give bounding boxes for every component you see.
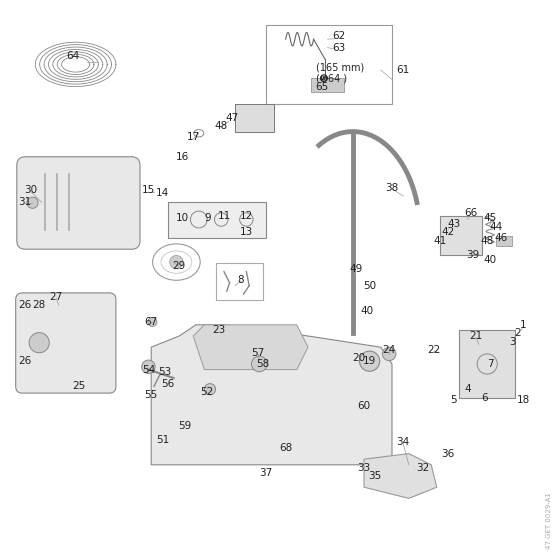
Text: 15: 15: [142, 185, 155, 195]
Text: 12: 12: [240, 211, 253, 221]
Circle shape: [142, 360, 155, 374]
Circle shape: [382, 347, 396, 361]
Text: 14: 14: [156, 188, 169, 198]
Polygon shape: [364, 454, 437, 498]
Text: 64: 64: [66, 51, 80, 61]
Text: 54: 54: [142, 365, 155, 375]
Text: 47 GET 0029-A1: 47 GET 0029-A1: [545, 492, 552, 549]
Text: 37: 37: [259, 468, 273, 478]
Bar: [440, 216, 482, 255]
Bar: [235, 104, 274, 132]
Text: 34: 34: [396, 437, 410, 447]
Text: 26: 26: [18, 300, 32, 310]
Text: 50: 50: [363, 281, 376, 291]
Text: 30: 30: [24, 185, 38, 195]
Text: 59: 59: [178, 421, 192, 431]
Text: 36: 36: [441, 449, 455, 459]
Text: 65: 65: [315, 82, 329, 92]
Text: 45: 45: [483, 213, 497, 223]
Text: 51: 51: [156, 435, 169, 445]
Text: 8: 8: [237, 275, 244, 285]
Text: 38: 38: [385, 183, 399, 193]
Circle shape: [170, 255, 183, 269]
Text: 9: 9: [204, 213, 211, 223]
Bar: [496, 236, 512, 246]
Text: 35: 35: [368, 471, 382, 481]
Text: 60: 60: [357, 401, 371, 411]
Text: 19: 19: [363, 356, 376, 366]
FancyBboxPatch shape: [17, 157, 140, 249]
Bar: [168, 202, 266, 238]
Text: 33: 33: [357, 463, 371, 473]
Text: 1: 1: [520, 320, 527, 330]
Text: 48: 48: [214, 121, 228, 131]
Text: 22: 22: [427, 345, 441, 355]
Circle shape: [148, 318, 157, 326]
Text: 10: 10: [175, 213, 189, 223]
Text: 67: 67: [144, 317, 158, 327]
Text: 16: 16: [175, 152, 189, 162]
Circle shape: [204, 384, 216, 395]
Circle shape: [29, 333, 49, 353]
Text: 47: 47: [226, 113, 239, 123]
Text: 66: 66: [464, 208, 477, 218]
Bar: [311, 78, 344, 92]
Text: 41: 41: [433, 236, 446, 246]
Text: 23: 23: [212, 325, 225, 335]
Text: 40: 40: [483, 255, 497, 265]
Text: 21: 21: [469, 331, 483, 341]
Text: 24: 24: [382, 345, 396, 355]
Text: 18: 18: [517, 395, 530, 405]
Text: 31: 31: [18, 197, 32, 207]
Text: 63: 63: [332, 43, 346, 53]
Text: 39: 39: [466, 250, 480, 260]
Text: 44: 44: [489, 222, 502, 232]
Text: 43: 43: [447, 219, 460, 229]
Text: (165 mm)
(➒64 ): (165 mm) (➒64 ): [316, 62, 365, 83]
Text: 11: 11: [217, 211, 231, 221]
Bar: [216, 263, 263, 300]
Text: 57: 57: [251, 348, 264, 358]
Text: 46: 46: [494, 233, 508, 243]
Text: 17: 17: [186, 132, 200, 142]
Text: 29: 29: [172, 261, 186, 271]
Text: 55: 55: [144, 390, 158, 400]
Text: 42: 42: [441, 227, 455, 237]
Text: 49: 49: [349, 264, 362, 274]
Text: 61: 61: [396, 65, 410, 75]
Text: 3: 3: [509, 337, 516, 347]
Text: 2: 2: [515, 328, 521, 338]
Polygon shape: [193, 325, 308, 370]
Bar: [266, 25, 392, 104]
Text: 52: 52: [200, 387, 214, 397]
Bar: [459, 330, 515, 398]
Text: 68: 68: [279, 443, 292, 453]
Polygon shape: [151, 325, 392, 465]
Circle shape: [27, 197, 38, 208]
Text: 26: 26: [18, 356, 32, 366]
Circle shape: [251, 356, 267, 372]
Text: 40: 40: [360, 306, 374, 316]
FancyBboxPatch shape: [16, 293, 116, 393]
Text: 62: 62: [332, 31, 346, 41]
Circle shape: [360, 351, 380, 371]
Text: 7: 7: [487, 359, 493, 369]
Text: 53: 53: [158, 367, 172, 377]
Text: 56: 56: [161, 379, 175, 389]
Text: 4: 4: [464, 384, 471, 394]
Text: 48: 48: [480, 236, 494, 246]
Text: 6: 6: [481, 393, 488, 403]
Text: 25: 25: [72, 381, 85, 391]
Text: 13: 13: [240, 227, 253, 237]
Text: 58: 58: [256, 359, 270, 369]
Text: 5: 5: [450, 395, 457, 405]
Text: 32: 32: [416, 463, 430, 473]
Text: 27: 27: [49, 292, 63, 302]
Text: 28: 28: [32, 300, 46, 310]
Text: 20: 20: [352, 353, 365, 363]
